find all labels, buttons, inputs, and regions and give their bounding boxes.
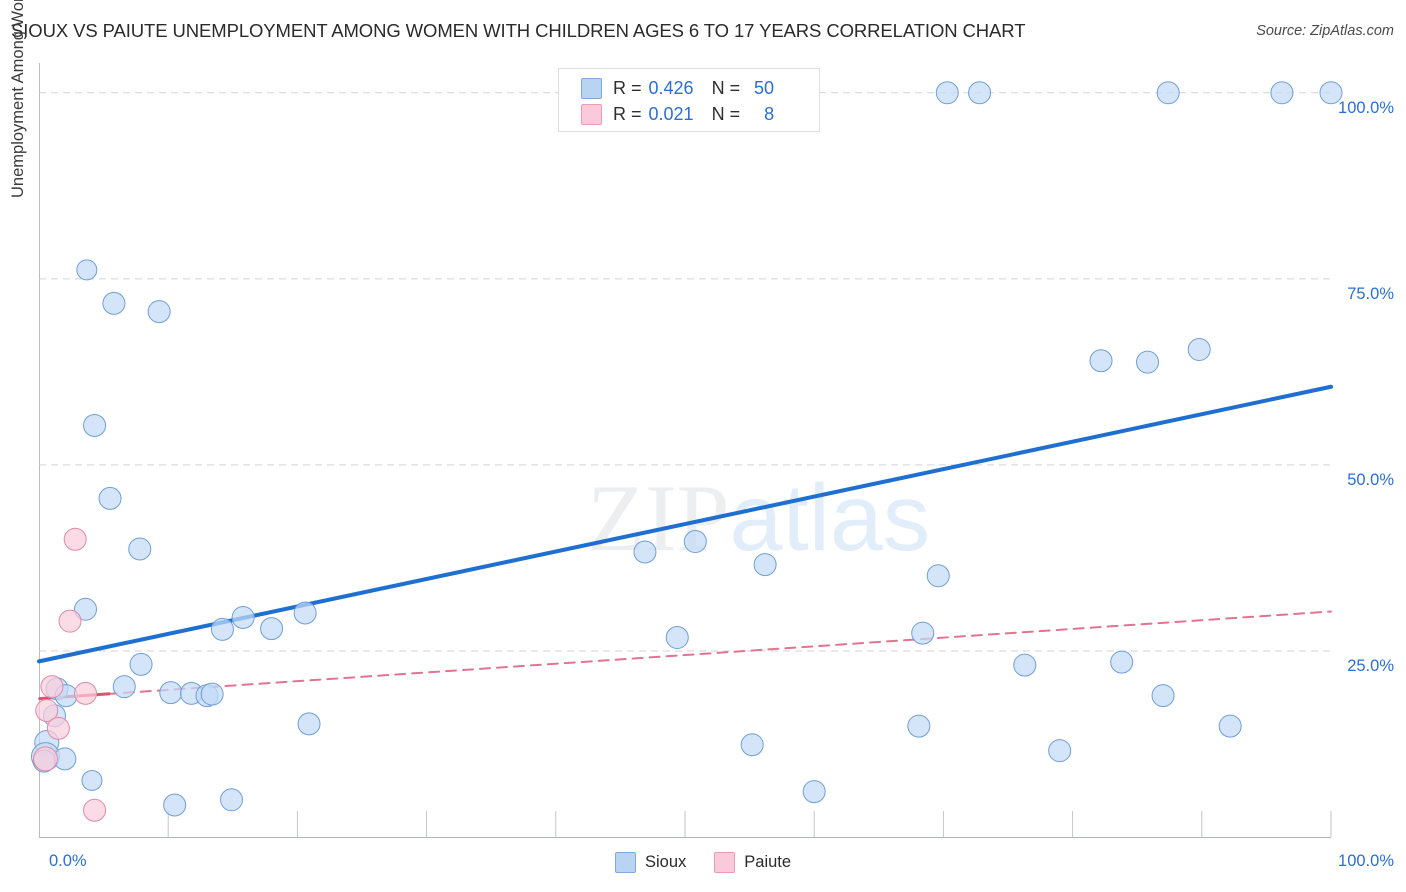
data-point-sioux[interactable] bbox=[1270, 81, 1294, 105]
sioux-legend-label: Sioux bbox=[645, 853, 687, 871]
x-axis-line bbox=[39, 837, 1331, 838]
page-title: SIOUX VS PAIUTE UNEMPLOYMENT AMONG WOMEN… bbox=[11, 20, 1026, 41]
data-point-sioux[interactable] bbox=[293, 601, 317, 625]
sioux-swatch-icon bbox=[581, 77, 602, 99]
data-point-sioux[interactable] bbox=[163, 793, 187, 817]
data-point-sioux[interactable] bbox=[907, 714, 931, 738]
y-tick-label-0: 25.0% bbox=[1347, 656, 1394, 675]
data-point-paiute[interactable] bbox=[40, 675, 64, 699]
data-point-sioux[interactable] bbox=[1013, 653, 1037, 677]
trendline-paiute bbox=[38, 610, 1332, 700]
data-point-sioux[interactable] bbox=[76, 259, 98, 281]
y-axis-title: Unemployment Among Women with Children A… bbox=[9, 0, 28, 198]
correlation-stats-box: R = 0.426 N = 50 R = 0.021 N = 8 bbox=[558, 68, 820, 132]
data-point-paiute[interactable] bbox=[58, 609, 82, 633]
stat-row-paiute: R = 0.021 N = 8 bbox=[581, 101, 774, 127]
data-point-sioux[interactable] bbox=[128, 537, 152, 561]
data-point-sioux[interactable] bbox=[83, 413, 107, 437]
data-point-sioux[interactable] bbox=[633, 540, 657, 564]
legend-item-sioux[interactable]: Sioux bbox=[615, 852, 686, 873]
data-point-sioux[interactable] bbox=[1089, 349, 1113, 373]
data-point-sioux[interactable] bbox=[968, 81, 992, 105]
y-tick-label-1: 50.0% bbox=[1347, 470, 1394, 489]
data-point-sioux[interactable] bbox=[220, 788, 244, 812]
data-point-sioux[interactable] bbox=[112, 675, 136, 699]
data-point-sioux[interactable] bbox=[1187, 338, 1211, 362]
data-point-sioux[interactable] bbox=[753, 553, 777, 577]
data-point-paiute[interactable] bbox=[83, 798, 107, 822]
data-point-sioux[interactable] bbox=[260, 617, 284, 641]
data-point-sioux[interactable] bbox=[210, 617, 234, 641]
x-tick-label-max: 100.0% bbox=[1338, 852, 1394, 870]
data-point-sioux[interactable] bbox=[102, 291, 126, 315]
data-point-sioux[interactable] bbox=[665, 626, 689, 650]
sioux-r-value: 0.426 bbox=[648, 77, 694, 98]
data-point-sioux[interactable] bbox=[98, 486, 122, 510]
data-point-sioux[interactable] bbox=[1110, 650, 1134, 674]
data-point-sioux[interactable] bbox=[802, 780, 826, 804]
data-point-sioux[interactable] bbox=[74, 597, 98, 621]
sioux-n-value: 50 bbox=[754, 77, 775, 98]
data-point-sioux[interactable] bbox=[1319, 81, 1343, 105]
data-point-sioux[interactable] bbox=[297, 712, 321, 736]
data-point-sioux[interactable] bbox=[81, 769, 103, 791]
paiute-legend-swatch-icon bbox=[714, 852, 736, 873]
data-point-sioux[interactable] bbox=[911, 621, 935, 645]
series-legend: Sioux Paiute bbox=[615, 852, 819, 873]
data-point-sioux[interactable] bbox=[129, 652, 153, 676]
data-point-sioux[interactable] bbox=[147, 300, 171, 324]
data-point-sioux[interactable] bbox=[200, 682, 224, 706]
paiute-legend-label: Paiute bbox=[744, 853, 792, 871]
data-point-paiute[interactable] bbox=[63, 527, 87, 551]
sioux-legend-swatch-icon bbox=[615, 852, 636, 873]
y-axis-line bbox=[39, 63, 40, 838]
data-point-sioux[interactable] bbox=[159, 681, 183, 705]
data-point-sioux[interactable] bbox=[1136, 350, 1160, 374]
legend-item-paiute[interactable]: Paiute bbox=[714, 852, 791, 873]
data-point-paiute[interactable] bbox=[46, 716, 70, 740]
data-point-sioux[interactable] bbox=[683, 530, 707, 554]
data-point-paiute[interactable] bbox=[35, 698, 59, 722]
sioux-r-label: R = bbox=[613, 77, 642, 98]
data-point-sioux[interactable] bbox=[1048, 739, 1072, 763]
scatter-layer bbox=[30, 81, 1343, 837]
y-tick-label-2: 75.0% bbox=[1347, 284, 1394, 303]
paiute-r-value: 0.021 bbox=[648, 103, 694, 124]
paiute-r-label: R = bbox=[613, 103, 642, 124]
data-point-sioux[interactable] bbox=[1151, 684, 1175, 708]
source-note: Source: ZipAtlas.com bbox=[1256, 23, 1394, 39]
paiute-n-value: 8 bbox=[764, 103, 775, 124]
data-point-sioux[interactable] bbox=[740, 733, 764, 757]
data-point-paiute[interactable] bbox=[74, 681, 98, 705]
data-point-sioux[interactable] bbox=[1156, 81, 1180, 105]
x-tick-label-min: 0.0% bbox=[49, 852, 87, 870]
paiute-n-label: N = bbox=[711, 103, 741, 124]
data-point-sioux[interactable] bbox=[1218, 714, 1242, 738]
data-point-sioux[interactable] bbox=[231, 605, 255, 629]
data-point-paiute[interactable] bbox=[32, 746, 58, 772]
y-tick-label-3: 100.0% bbox=[1338, 98, 1394, 117]
paiute-swatch-icon bbox=[581, 103, 602, 125]
stat-row-sioux: R = 0.426 N = 50 bbox=[581, 75, 774, 101]
data-point-sioux[interactable] bbox=[935, 81, 959, 105]
plot-area: ZIPatlas bbox=[30, 63, 1343, 837]
data-point-sioux[interactable] bbox=[926, 564, 950, 588]
sioux-n-label: N = bbox=[711, 77, 741, 98]
